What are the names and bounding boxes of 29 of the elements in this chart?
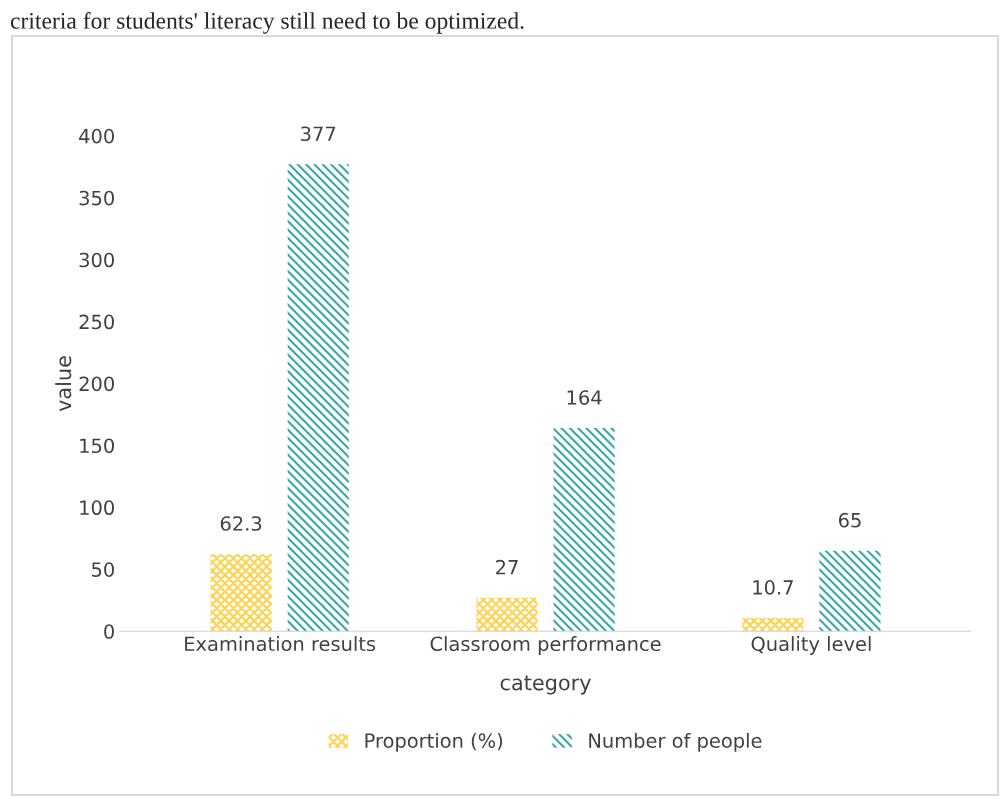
y-tick-label: 250 <box>79 314 114 330</box>
y-tick-label: 350 <box>79 190 114 206</box>
y-tick-label: 200 <box>79 376 114 392</box>
bar <box>742 617 804 632</box>
x-axis-title: category <box>500 675 591 695</box>
bar <box>553 428 615 632</box>
bar <box>476 597 538 632</box>
data-label: 10.7 <box>753 580 793 595</box>
y-tick-label: 0 <box>104 624 114 639</box>
y-tick-label: 400 <box>79 128 114 144</box>
data-label: 65 <box>838 512 861 528</box>
data-label: 164 <box>567 390 602 405</box>
y-tick-label: 100 <box>80 500 114 516</box>
x-tick-label: Quality level <box>751 636 871 655</box>
x-tick-label: Classroom performance <box>430 636 661 655</box>
data-label: 377 <box>301 126 336 142</box>
y-tick-label: 150 <box>80 438 114 454</box>
data-label: 62.3 <box>220 516 262 531</box>
bar <box>287 164 349 632</box>
data-label: 27 <box>496 559 518 575</box>
legend-label: Proportion (%) <box>365 732 503 752</box>
y-axis-title: value <box>55 356 72 412</box>
y-tick-label: 300 <box>79 252 114 268</box>
text: criteria for students' literacy still need to be optimized. <box>10 11 524 34</box>
bar <box>819 550 881 632</box>
x-tick-label: Examination results <box>185 636 376 652</box>
bar <box>210 554 272 632</box>
legend-label: Number of people <box>589 732 762 752</box>
y-tick-label: 50 <box>92 562 114 577</box>
